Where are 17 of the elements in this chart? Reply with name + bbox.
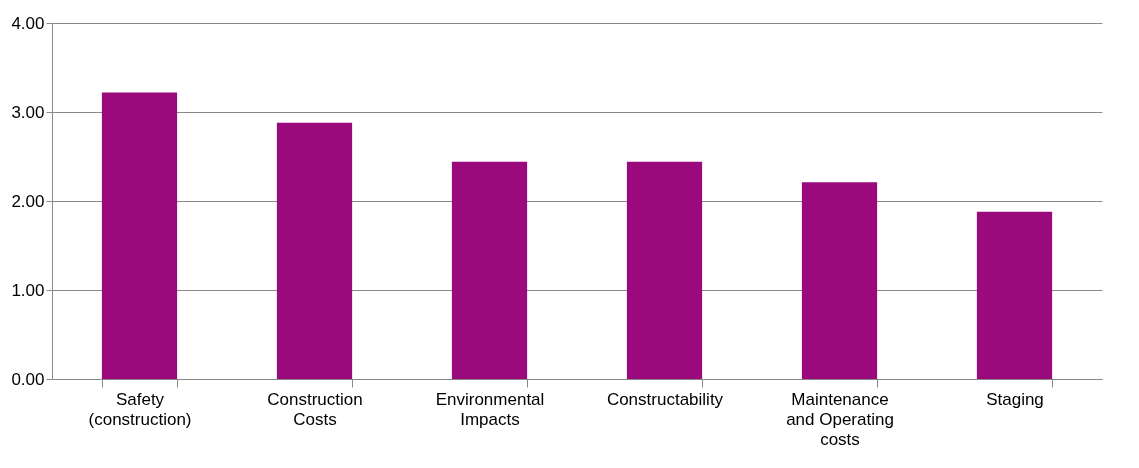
bar xyxy=(101,92,178,379)
y-tick-label: 4.00 xyxy=(11,13,45,33)
y-tick-label: 3.00 xyxy=(11,102,45,122)
bar xyxy=(276,122,353,379)
bar xyxy=(801,182,878,379)
bar xyxy=(976,211,1053,379)
bar xyxy=(451,161,528,379)
y-tick-label: 1.00 xyxy=(11,280,45,300)
y-tick-label: 0.00 xyxy=(11,369,45,389)
bar xyxy=(626,161,703,379)
y-tick-label: 2.00 xyxy=(11,191,45,211)
x-tick-label: Environmental Impacts xyxy=(435,389,545,429)
x-tick-label: Maintenance and Operating costs xyxy=(786,389,894,449)
x-tick-label: Safety (construction) xyxy=(88,389,192,429)
x-tick-label: Construction Costs xyxy=(267,389,363,429)
x-tick-label: Constructability xyxy=(606,389,724,409)
x-tick-label: Staging xyxy=(986,389,1044,409)
